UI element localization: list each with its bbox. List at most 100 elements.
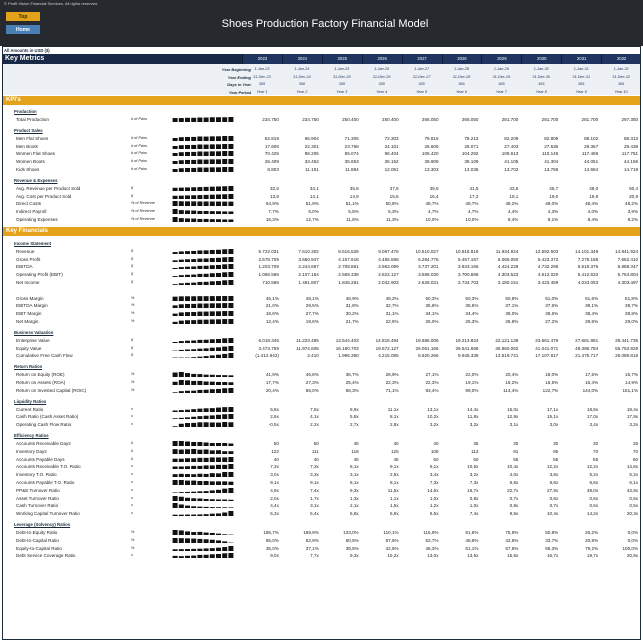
top-button[interactable]: Top xyxy=(6,12,40,21)
sparkline-chart xyxy=(172,151,234,157)
sparkline-bar xyxy=(216,249,221,254)
value-cell: 9,1x xyxy=(429,464,439,470)
table-row: Accounts Receivable Days #50 50 45 40 40 35 30 3… xyxy=(0,440,643,447)
value-cell: 5.412.633 xyxy=(577,272,599,278)
row-values: 234.750 234.750 250.400 250.400 266.050 266.0… xyxy=(242,116,641,123)
sparkline-bar xyxy=(185,380,190,385)
period-label: Year Ending xyxy=(227,74,251,80)
value-cell: 7,3x xyxy=(270,464,279,470)
value-cell: 8,2% xyxy=(627,217,639,222)
value-cell: 29,5% xyxy=(305,303,319,309)
value-cell: 51,8% xyxy=(625,295,639,301)
row-values: 710.566 1.491.807 1.845.281 2.042.903 2.628.… xyxy=(242,279,641,286)
sparkline-bar xyxy=(209,407,215,412)
sparkline-bar xyxy=(222,272,228,278)
row-unit: # of Pairs xyxy=(131,143,148,148)
sparkline-bar xyxy=(191,250,197,254)
value-cell: 21,0% xyxy=(265,303,279,309)
value-cell: 18.686.006 xyxy=(415,337,439,343)
table-row: Gross Margin% 45,1% 48,1% 48,9% 49,2% 50,3% 50… xyxy=(0,295,643,302)
sparkline-bar xyxy=(197,498,203,501)
value-cell: -0,5x xyxy=(268,422,279,428)
sparkline-bar xyxy=(172,145,178,149)
sparkline-bar xyxy=(191,506,197,509)
value-cell: 0,7x xyxy=(549,503,559,509)
sparkline-bar xyxy=(209,415,215,420)
period-value: Year 2 xyxy=(296,89,308,94)
value-cell: 35,6% xyxy=(425,303,439,309)
period-value: 31-Dec-29 xyxy=(492,74,511,79)
sparkline-bar xyxy=(197,117,203,122)
period-label: Year Period xyxy=(228,89,251,95)
value-cell: 3.180.151 xyxy=(497,280,519,285)
value-cell: 95 xyxy=(553,448,559,454)
table-row: Men Boots # of Pairs 17.606 22.301 23.768 24.… xyxy=(0,143,643,150)
value-cell: 9,3x xyxy=(350,553,359,559)
value-cell: 2,6x xyxy=(270,414,279,420)
value-cell: 34,4% xyxy=(465,311,479,317)
sparkline-bar xyxy=(203,347,209,351)
row-label: Operating Expenses xyxy=(16,217,58,222)
sparkline-bar xyxy=(209,319,215,324)
value-cell: 70 xyxy=(632,448,639,454)
sparkline-bar xyxy=(172,480,178,485)
sparkline-bar xyxy=(203,532,209,535)
sparkline-chart xyxy=(172,303,234,309)
value-cell: 4.303.523 xyxy=(497,272,519,278)
value-cell: 3,0x xyxy=(270,472,279,478)
value-cell: 9,5x xyxy=(509,511,519,517)
sparkline-bar xyxy=(172,458,178,462)
value-cell: 4.303.497 xyxy=(617,280,639,285)
sparkline-bar xyxy=(197,151,203,157)
sparkline-bar xyxy=(203,250,209,254)
sparkline-bar xyxy=(185,548,190,551)
row-unit: $ xyxy=(131,264,134,269)
sparkline-bar xyxy=(178,218,184,222)
value-cell: 11,5x xyxy=(387,487,399,493)
sparkline-bar xyxy=(185,497,190,501)
period-values: 365 366 365 365 365 366 365 365 365 366 xyxy=(242,81,641,89)
period-value: Year 7 xyxy=(495,89,507,94)
value-cell: 14,4x xyxy=(467,406,479,412)
sparkline-bar xyxy=(197,538,203,543)
sparkline-bar xyxy=(222,382,228,385)
sparkline-bar xyxy=(209,355,215,359)
value-cell: 49,7% xyxy=(425,201,439,207)
home-button[interactable]: Home xyxy=(6,25,40,34)
value-cell: 26.071 xyxy=(464,143,479,149)
period-values: 31-Dec-23 31-Dec-24 31-Dec-25 31-Dec-26 31-D… xyxy=(242,74,641,82)
value-cell: 7,4x xyxy=(469,511,479,517)
sparkline-bar xyxy=(191,466,197,470)
value-cell: 78.213 xyxy=(464,135,479,141)
sparkline-bar xyxy=(203,555,209,559)
sparkline-bar xyxy=(178,556,184,559)
sparkline-bar xyxy=(178,514,184,517)
sparkline-bar xyxy=(222,135,228,141)
value-cell: 281.700 xyxy=(501,117,519,122)
sparkline-bar xyxy=(172,169,178,172)
row-label: EBITDA xyxy=(16,264,33,270)
sparkline-bar xyxy=(216,265,221,270)
row-label: EBIT Margin xyxy=(16,311,42,317)
sparkline-bar xyxy=(216,159,221,165)
value-cell: 19,4x xyxy=(626,406,639,412)
sparkline-bar xyxy=(172,441,178,446)
value-cell: 48,9% xyxy=(465,537,479,543)
sparkline-chart xyxy=(172,209,234,215)
sparkline-bar xyxy=(222,211,228,215)
sparkline-bar xyxy=(172,466,178,470)
sparkline-bar xyxy=(203,465,209,470)
period-row: Year Ending 31-Dec-23 31-Dec-24 31-Dec-25 31… xyxy=(2,74,641,82)
value-cell: 7,7x xyxy=(310,553,319,559)
period-value: 1-Jan-24 xyxy=(294,67,310,71)
sparkline-bar xyxy=(228,117,234,122)
row-unit: x xyxy=(131,414,133,419)
row-values: 12,4% 19,6% 21,7% 22,5% 25,0% 25,3% 26,6% 27,2%… xyxy=(242,318,641,325)
row-label: Working Capital Turnover Ratio xyxy=(16,511,80,517)
value-cell: 3,9% xyxy=(627,209,639,215)
value-cell: 3,1x xyxy=(350,472,359,478)
row-unit: $ xyxy=(131,272,134,277)
value-cell: 62,9% xyxy=(305,537,319,543)
sparkline-bar xyxy=(216,499,221,501)
value-cell: 27.681.881 xyxy=(575,337,599,343)
